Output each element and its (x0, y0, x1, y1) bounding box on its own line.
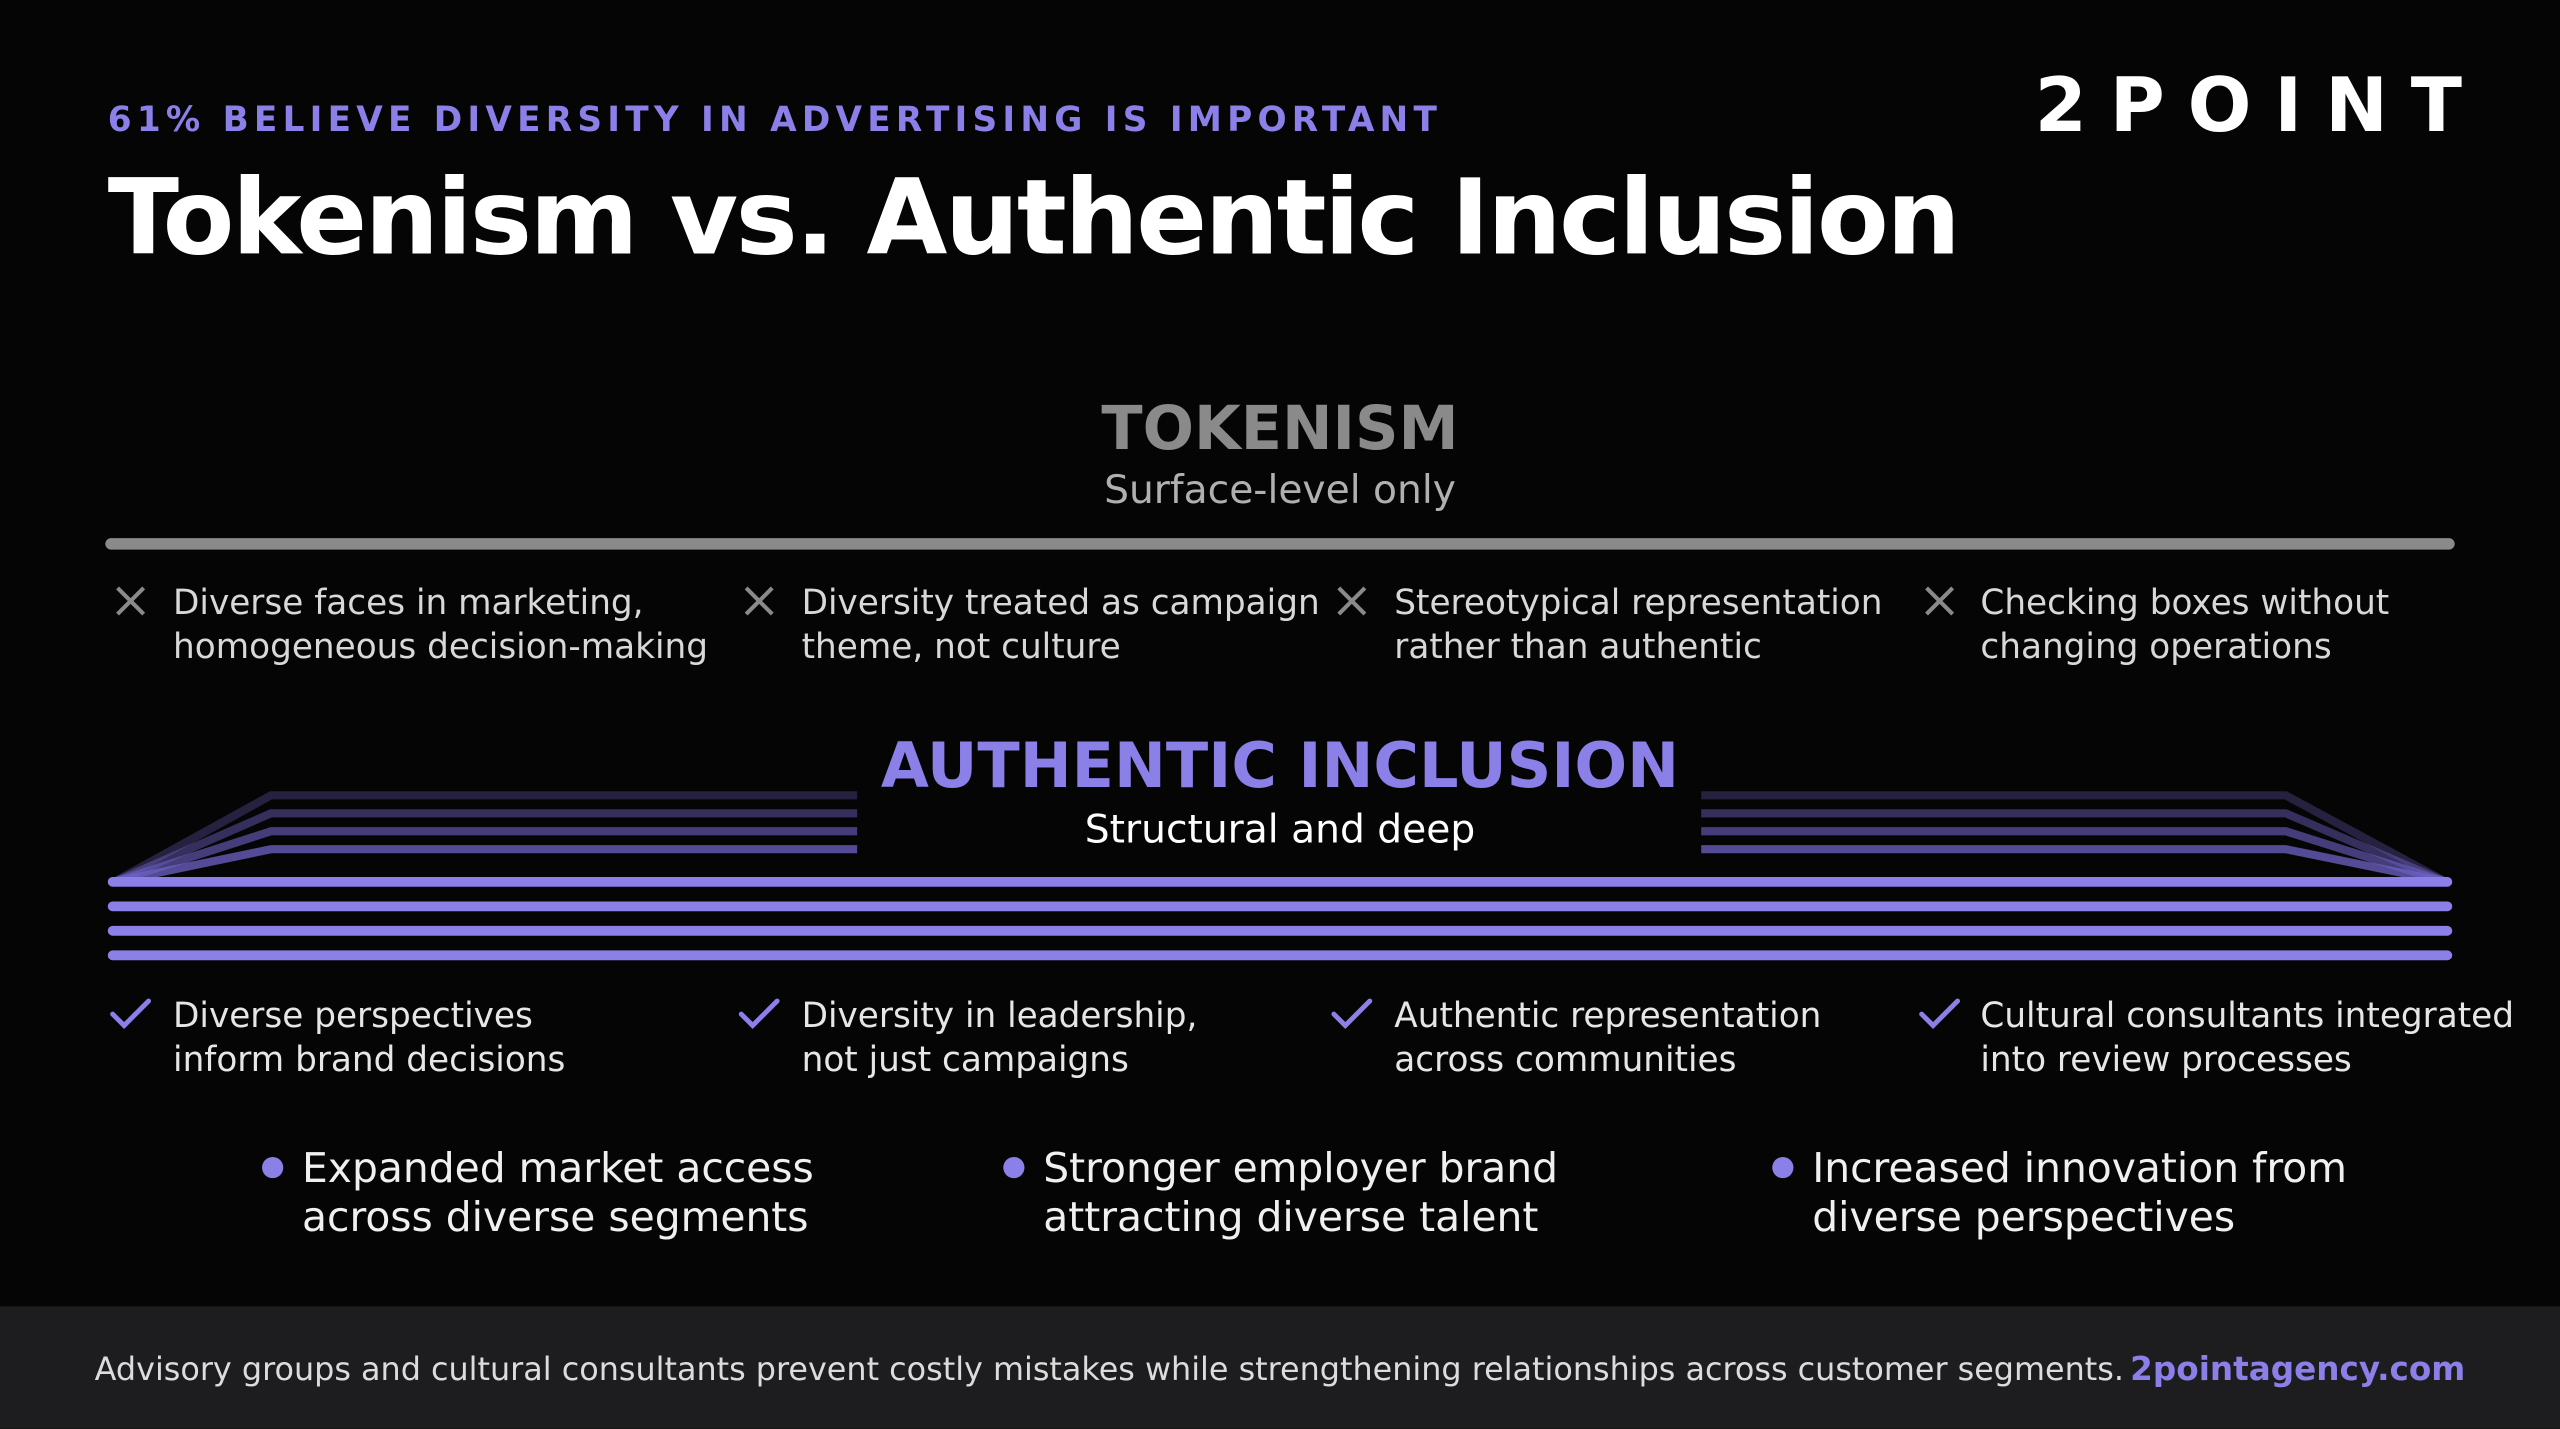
kicker: 61% BELIEVE DIVERSITY IN ADVERTISING IS … (108, 100, 1442, 140)
bullet (262, 1156, 284, 1179)
inclusion-item: not just campaigns (802, 1040, 1129, 1080)
logo: 2POINT (2035, 61, 2485, 149)
tokenism-item: changing operations (1980, 627, 2331, 667)
tokenism-item: Diversity treated as campaign (802, 583, 1320, 623)
tokenism-item: Diverse faces in marketing, (173, 583, 644, 623)
check-icon (110, 998, 152, 1029)
benefit: diverse perspectives (1812, 1193, 2235, 1241)
check-icon (1919, 998, 1960, 1029)
benefit: Increased innovation from (1812, 1144, 2347, 1192)
bullet (1772, 1156, 1794, 1179)
inclusion-item: Cultural consultants integrated (1980, 996, 2514, 1036)
benefit: Stronger employer brand (1043, 1144, 1558, 1192)
inclusion-item: Authentic representation (1394, 996, 1821, 1036)
tokenism-item: homogeneous decision-making (173, 627, 708, 667)
x-icon (1337, 586, 1367, 616)
depth-lines (112, 791, 2448, 886)
tokenism-subtitle: Surface-level only (1104, 468, 1456, 513)
inclusion-title: AUTHENTIC INCLUSION (881, 729, 1679, 802)
tokenism-item: Stereotypical representation (1394, 583, 1882, 623)
check-icon (738, 998, 780, 1029)
x-icon (744, 586, 774, 616)
footer-bar (0, 1306, 2560, 1429)
footer-link[interactable]: 2pointagency.com (2130, 1350, 2465, 1388)
tokenism-title: TOKENISM (1101, 394, 1458, 464)
footer-text: Advisory groups and cultural consultants… (95, 1350, 2124, 1388)
inclusion-item: inform brand decisions (173, 1040, 565, 1080)
benefit: attracting diverse talent (1043, 1193, 1538, 1241)
inclusion-item: into review processes (1980, 1040, 2351, 1080)
inclusion-item: across communities (1394, 1040, 1736, 1080)
check-icon (1331, 998, 1373, 1029)
x-icon (116, 586, 146, 616)
inclusion-subtitle: Structural and deep (1085, 808, 1475, 853)
tokenism-item: theme, not culture (802, 627, 1121, 667)
benefit: Expanded market access (302, 1144, 814, 1192)
x-icon (1925, 586, 1955, 616)
inclusion-item: Diversity in leadership, (802, 996, 1198, 1036)
bullet (1003, 1156, 1025, 1179)
inclusion-rules (107, 876, 2453, 961)
tokenism-item: Checking boxes without (1980, 583, 2389, 623)
inclusion-item: Diverse perspectives (173, 996, 533, 1036)
title: Tokenism vs. Authentic Inclusion (108, 156, 1959, 278)
benefit: across diverse segments (302, 1193, 809, 1241)
tokenism-item: rather than authentic (1394, 627, 1762, 667)
